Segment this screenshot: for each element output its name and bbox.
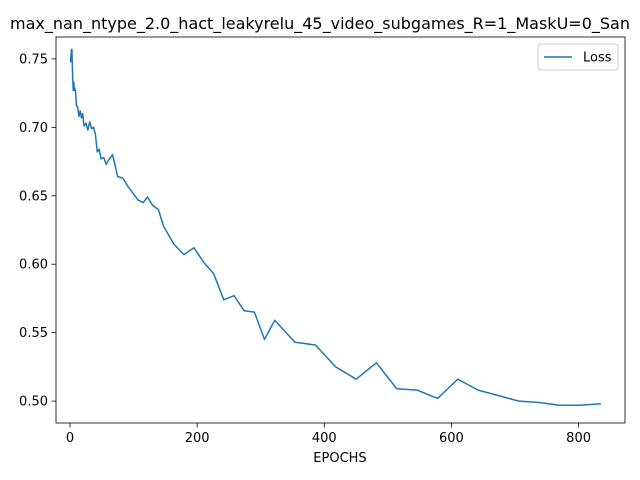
y-axis: 0.50 0.55 0.60 0.65 0.70 0.75 <box>19 52 56 410</box>
series-layer <box>69 48 601 406</box>
x-tick-label: 600 <box>439 431 464 446</box>
y-tick-label: 0.60 <box>19 258 48 273</box>
chart-title: max_nan_ntype_2.0_hact_leakyrelu_45_vide… <box>10 14 630 34</box>
y-tick-label: 0.65 <box>19 189 48 204</box>
x-axis: 0 200 400 600 800 <box>66 423 591 446</box>
series-line-loss <box>69 48 601 406</box>
x-tick-label: 400 <box>312 431 337 446</box>
x-tick-label: 800 <box>566 431 591 446</box>
plot-frame <box>55 36 626 424</box>
x-tick-label: 200 <box>185 431 210 446</box>
legend: Loss <box>537 43 619 71</box>
legend-label-loss: Loss <box>583 51 612 66</box>
plot-area <box>55 36 626 424</box>
y-tick-label: 0.50 <box>19 395 48 410</box>
x-tick-label: 0 <box>66 431 74 446</box>
y-tick-label: 0.55 <box>19 326 48 341</box>
x-axis-label: EPOCHS <box>313 451 366 466</box>
y-tick-label: 0.75 <box>19 52 48 67</box>
y-tick-label: 0.70 <box>19 121 48 136</box>
legend-box <box>537 43 619 71</box>
